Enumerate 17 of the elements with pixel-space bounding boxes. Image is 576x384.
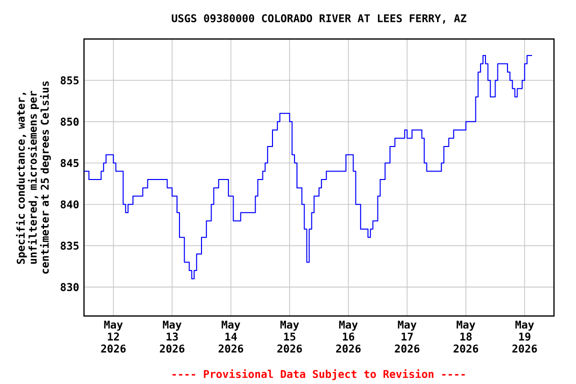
y-tick-label: 840 <box>60 200 79 208</box>
chart-title: USGS 09380000 COLORADO RIVER AT LEES FERRY, AZ <box>172 14 466 24</box>
x-tick-label: May 14 2026 <box>218 320 244 353</box>
x-tick-label: May 15 2026 <box>277 320 302 353</box>
x-tick-label: May 17 2026 <box>394 320 420 353</box>
x-tick-label: May 19 2026 <box>512 320 537 353</box>
y-tick-label: 830 <box>60 283 79 292</box>
y-axis-title: Specific conductance, water, unfiltered, microsiemens per centimeter at 25 degrees Celsius <box>16 81 51 274</box>
y-tick-label: 845 <box>60 158 79 168</box>
x-tick-label: May 13 2026 <box>160 320 184 353</box>
x-tick-label: May 18 2026 <box>454 320 478 353</box>
y-tick-label: 835 <box>60 242 79 250</box>
y-tick-label: 855 <box>60 76 79 84</box>
x-tick-label: May 12 2026 <box>101 320 126 353</box>
text: ---- Provisional Data Subject to Revision ---- <box>172 369 465 380</box>
x-tick-label: May 16 2026 <box>336 320 361 353</box>
y-tick-label: 850 <box>60 118 79 126</box>
